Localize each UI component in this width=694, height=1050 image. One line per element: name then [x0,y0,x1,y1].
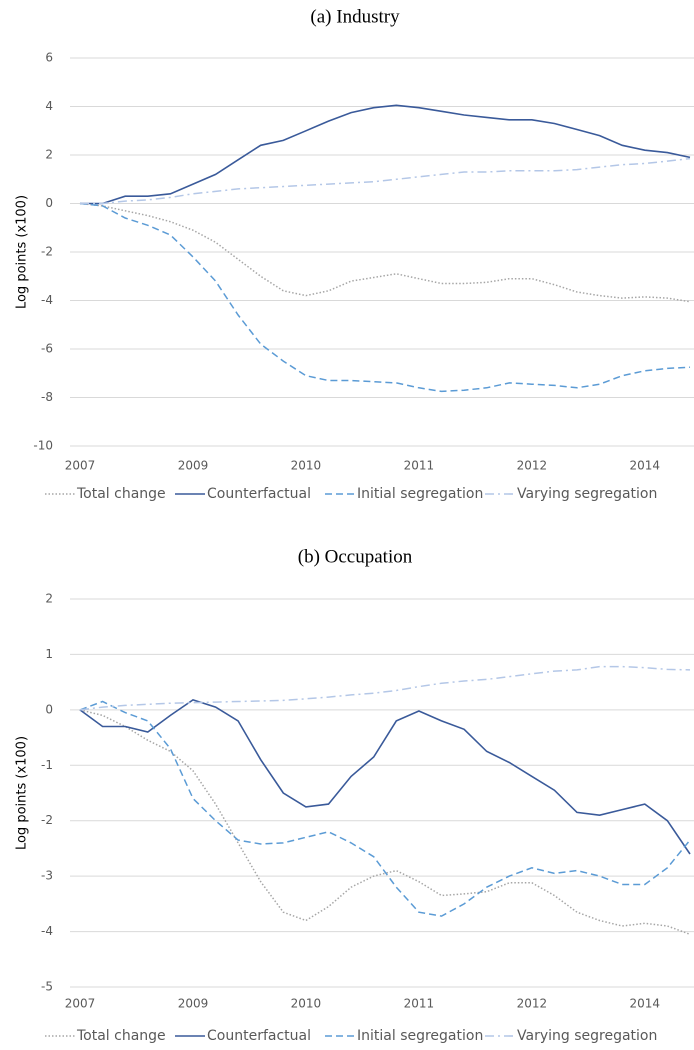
y-tick-label: -8 [41,390,53,404]
y-tick-label: 1 [45,647,53,661]
x-tick-label: 2007 [65,997,96,1011]
y-axis-title: Log points (x100) [15,195,30,309]
y-tick-label: -4 [41,293,53,307]
x-tick-label: 2014 [630,997,661,1011]
y-tick-label: -10 [33,439,53,453]
y-tick-label: -1 [41,758,53,772]
series-line [79,700,691,917]
y-axis-title: Log points (x100) [15,736,30,850]
x-tick-label: 2010 [291,997,322,1011]
y-tick-label: -4 [41,924,53,938]
y-tick-label: -2 [41,813,53,827]
x-tick-label: 2012 [517,459,548,473]
x-tick-label: 2011 [404,997,435,1011]
y-tick-label: 2 [45,592,53,606]
y-tick-label: -3 [41,869,53,883]
y-tick-label: -2 [41,245,53,259]
series-line [79,699,691,855]
x-tick-label: 2009 [178,459,209,473]
x-tick-label: 2014 [630,459,661,473]
legend-label: Varying segregation [517,1028,657,1044]
series-line [79,709,691,936]
chart-title: (a) Industry [310,6,400,27]
x-tick-label: 2009 [178,997,209,1011]
x-tick-label: 2010 [291,459,322,473]
y-tick-label: 2 [45,148,53,162]
chart-title: (b) Occupation [298,546,413,567]
legend-label: Total change [76,1028,166,1044]
y-tick-label: -6 [41,342,53,356]
legend-label: Total change [76,486,166,502]
legend-label: Initial segregation [357,486,483,502]
x-tick-label: 2011 [404,459,435,473]
series-line [80,157,691,205]
series-line [79,202,691,393]
x-tick-label: 2007 [65,459,96,473]
series-line [79,665,691,711]
legend-label: Varying segregation [517,486,657,502]
series-line [80,104,691,205]
x-tick-label: 2012 [517,997,548,1011]
y-tick-label: 4 [45,99,53,113]
legend-label: Counterfactual [207,486,311,502]
y-tick-label: 0 [45,702,53,716]
series-line [79,202,691,303]
legend-label: Counterfactual [207,1028,311,1044]
legend-label: Initial segregation [357,1028,483,1044]
y-tick-label: 0 [45,196,53,210]
y-tick-label: 6 [45,51,53,65]
y-tick-label: -5 [41,980,53,994]
